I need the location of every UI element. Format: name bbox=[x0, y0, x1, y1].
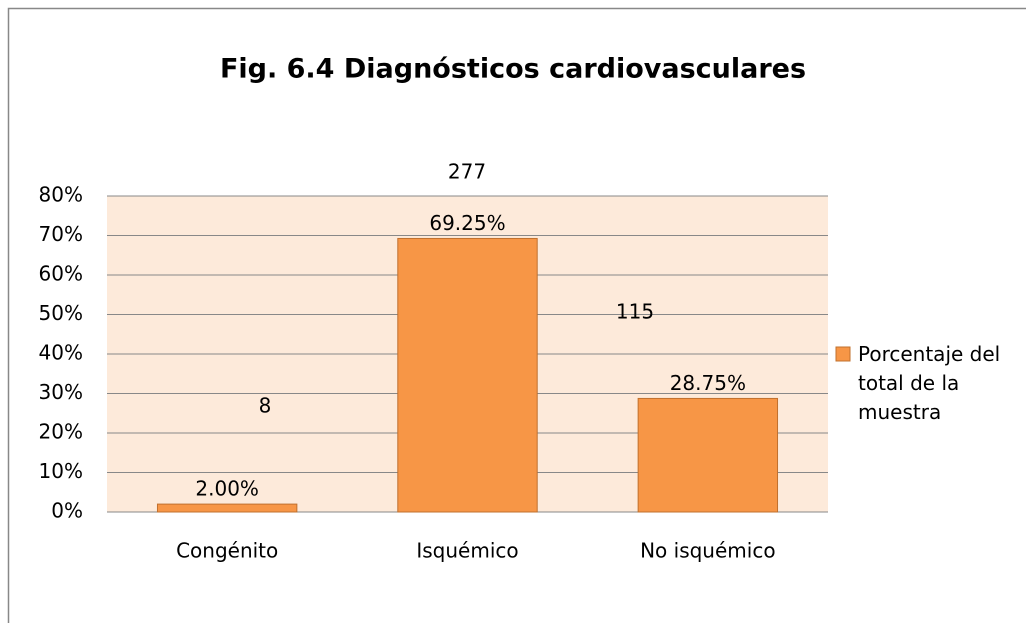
value-label: 2.00% bbox=[195, 477, 259, 501]
count-label: 8 bbox=[259, 394, 272, 418]
count-label: 115 bbox=[616, 300, 654, 324]
x-tick-label: Congénito bbox=[176, 539, 278, 563]
y-tick-label: 70% bbox=[39, 222, 83, 246]
y-tick-label: 10% bbox=[39, 459, 83, 483]
bar bbox=[637, 397, 779, 513]
x-tick-label: No isquémico bbox=[640, 539, 775, 563]
y-tick-label: 30% bbox=[39, 380, 83, 404]
y-tick-label: 80% bbox=[39, 183, 83, 207]
legend-swatch bbox=[835, 346, 851, 362]
value-label: 69.25% bbox=[429, 211, 505, 235]
y-tick-label: 50% bbox=[39, 301, 83, 325]
value-label: 28.75% bbox=[670, 371, 746, 395]
y-tick-label: 0% bbox=[51, 499, 83, 523]
y-tick-label: 20% bbox=[39, 420, 83, 444]
legend-label: Porcentaje del total de la muestra bbox=[858, 342, 1001, 424]
y-tick-label: 60% bbox=[39, 262, 83, 286]
bar bbox=[397, 237, 538, 513]
y-tick-label: 40% bbox=[39, 341, 83, 365]
bar bbox=[156, 503, 298, 513]
chart-title: Fig. 6.4 Diagnósticos cardiovasculares bbox=[220, 54, 806, 85]
x-tick-label: Isquémico bbox=[416, 539, 518, 563]
count-label: 277 bbox=[448, 160, 486, 184]
